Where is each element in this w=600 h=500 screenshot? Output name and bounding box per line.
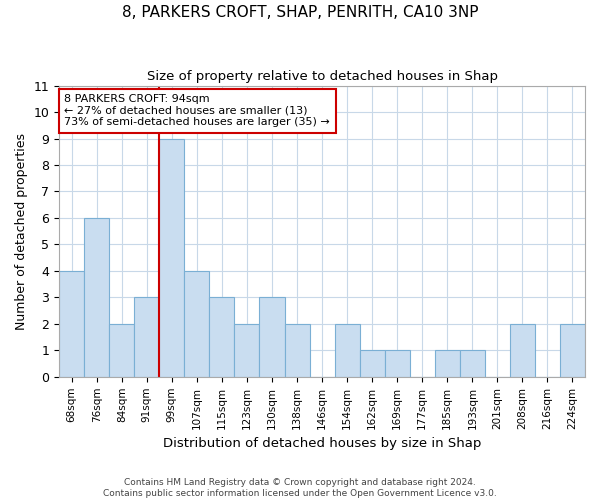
Bar xyxy=(435,350,460,377)
Bar xyxy=(385,350,410,377)
Bar xyxy=(209,298,235,377)
Bar xyxy=(84,218,109,377)
Text: Contains HM Land Registry data © Crown copyright and database right 2024.
Contai: Contains HM Land Registry data © Crown c… xyxy=(103,478,497,498)
Bar xyxy=(134,298,160,377)
Bar xyxy=(335,324,359,377)
Bar xyxy=(460,350,485,377)
Bar xyxy=(160,138,184,377)
Bar xyxy=(510,324,535,377)
Title: Size of property relative to detached houses in Shap: Size of property relative to detached ho… xyxy=(146,70,497,83)
Bar xyxy=(560,324,585,377)
Bar xyxy=(259,298,284,377)
Y-axis label: Number of detached properties: Number of detached properties xyxy=(15,132,28,330)
Text: 8 PARKERS CROFT: 94sqm
← 27% of detached houses are smaller (13)
73% of semi-det: 8 PARKERS CROFT: 94sqm ← 27% of detached… xyxy=(64,94,330,128)
Text: 8, PARKERS CROFT, SHAP, PENRITH, CA10 3NP: 8, PARKERS CROFT, SHAP, PENRITH, CA10 3N… xyxy=(122,5,478,20)
Bar xyxy=(235,324,259,377)
X-axis label: Distribution of detached houses by size in Shap: Distribution of detached houses by size … xyxy=(163,437,481,450)
Bar xyxy=(284,324,310,377)
Bar xyxy=(184,271,209,377)
Bar xyxy=(109,324,134,377)
Bar xyxy=(359,350,385,377)
Bar xyxy=(59,271,84,377)
